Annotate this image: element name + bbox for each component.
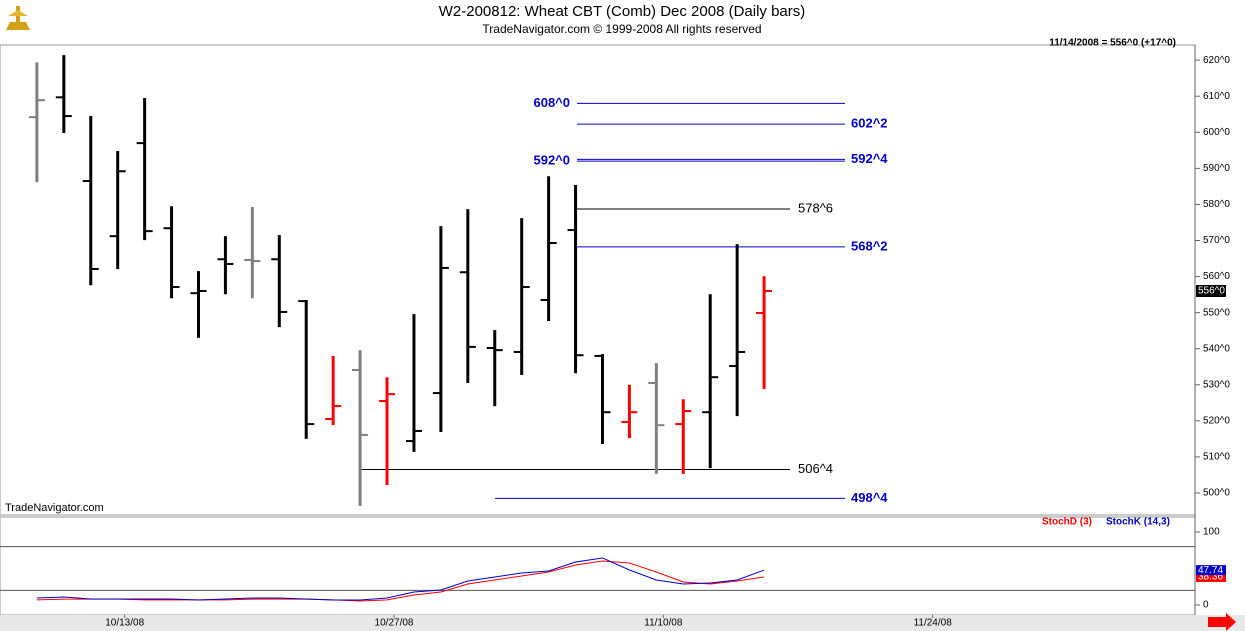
stoch-line	[36, 560, 765, 602]
y-tick-label: 600^0	[1203, 127, 1230, 138]
y-tick-label: 500^0	[1203, 488, 1230, 499]
last-value-box	[1196, 571, 1226, 582]
stoch-panel	[0, 516, 1196, 616]
y-tick-label: 590^0	[1203, 163, 1230, 174]
last-price-label: 556^0	[1198, 286, 1225, 297]
watermark: TradeNavigator.com	[5, 502, 104, 514]
legend-entry: StochD (3)	[1042, 517, 1092, 528]
scroll-arrow[interactable]	[1208, 613, 1236, 631]
price-panel	[0, 44, 1196, 516]
x-tick-label: 11/10/08	[644, 618, 683, 629]
level-label: 592^4	[851, 151, 888, 166]
legend-entry: StochK (14,3)	[1106, 517, 1170, 528]
last-price-box	[1196, 285, 1226, 298]
y-tick-label: 610^0	[1203, 91, 1230, 102]
y-tick-label: 540^0	[1203, 343, 1230, 354]
level-label: 608^0	[533, 95, 570, 110]
level-label: 506^4	[798, 461, 833, 476]
last-value-box	[1196, 565, 1226, 576]
last-value-label: 47.74	[1198, 565, 1223, 576]
chart-title: W2-200812: Wheat CBT (Comb) Dec 2008 (Da…	[439, 3, 806, 20]
y-tick-label: 530^0	[1203, 379, 1230, 390]
x-tick-label: 10/13/08	[105, 618, 144, 629]
y-tick-label: 560^0	[1203, 271, 1230, 282]
last-value-label: 38.36	[1198, 572, 1223, 583]
y-tick-label: 620^0	[1203, 55, 1230, 66]
level-label: 602^2	[851, 116, 888, 131]
x-tick-label: 11/24/08	[914, 618, 953, 629]
y-tick-label: 550^0	[1203, 307, 1230, 318]
level-label: 568^2	[851, 238, 888, 253]
level-label: 592^0	[533, 153, 570, 168]
chart-subtitle: TradeNavigator.com © 1999-2008 All right…	[482, 22, 761, 36]
logo	[6, 6, 30, 30]
y-tick-label: 100	[1203, 527, 1220, 538]
x-axis-bar	[0, 615, 1245, 631]
y-tick-label: 520^0	[1203, 415, 1230, 426]
y-tick-label: 0	[1203, 600, 1209, 611]
last-price-annotation: 11/14/2008 = 556^0 (+17^0)	[1049, 38, 1176, 49]
level-label: 498^4	[851, 490, 888, 505]
y-tick-label: 570^0	[1203, 235, 1230, 246]
stoch-line	[36, 557, 765, 601]
x-tick-label: 10/27/08	[375, 618, 414, 629]
level-label: 578^6	[798, 200, 833, 215]
y-tick-label: 580^0	[1203, 199, 1230, 210]
y-tick-label: 510^0	[1203, 452, 1230, 463]
